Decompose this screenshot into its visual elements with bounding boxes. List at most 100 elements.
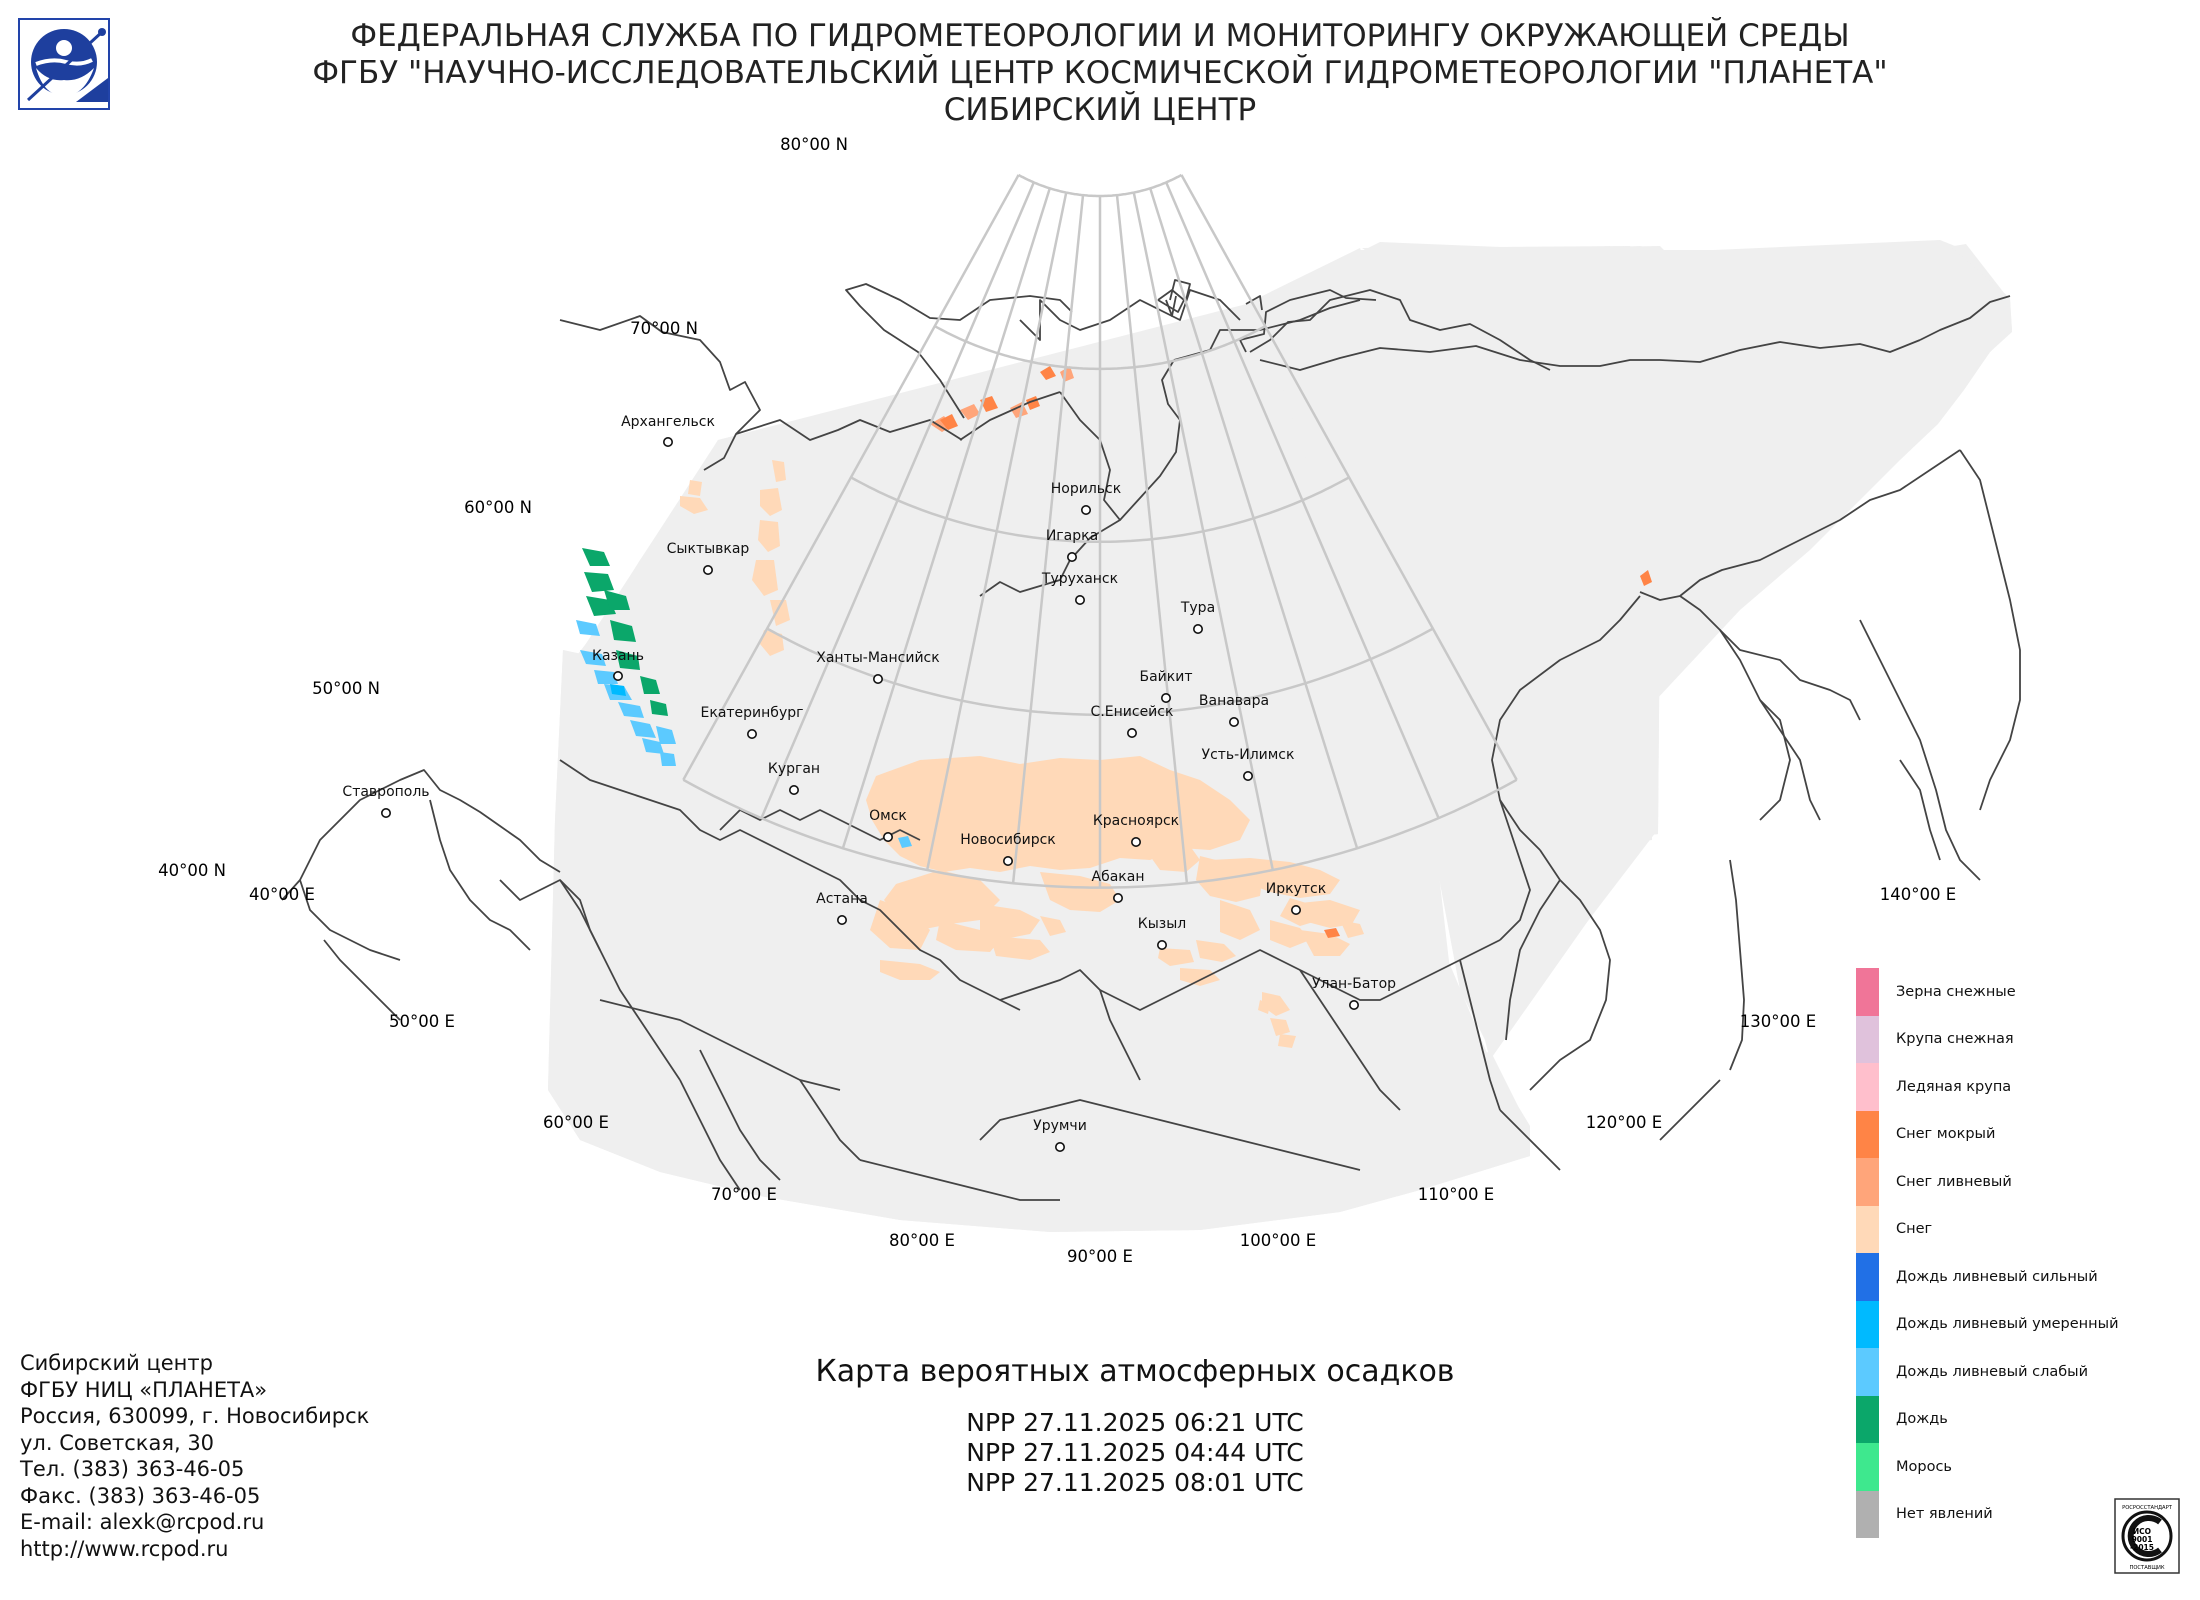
city-label: Казань: [592, 648, 644, 664]
city-marker: [836, 914, 847, 925]
graticule: [682, 173, 1518, 889]
meridian-line: [760, 181, 1035, 819]
legend-swatch: [1856, 1110, 1879, 1158]
meridian-line: [682, 174, 1020, 781]
meridian-line: [925, 192, 1068, 871]
precipitation-area: [1258, 1000, 1270, 1014]
precipitation-area: [758, 520, 780, 552]
precipitation-area: [1262, 992, 1290, 1016]
coastline-segment: [1499, 1109, 1561, 1171]
precipitation-area: [866, 756, 1250, 872]
header-line-2: ФГБУ "НАУЧНО-ИССЛЕДОВАТЕЛЬСКИЙ ЦЕНТР КОС…: [312, 55, 1888, 91]
coastline-segment: [1499, 799, 1531, 941]
legend-swatch: [1856, 1063, 1879, 1111]
iso-mid-text: ИСО 9001 -2015: [2130, 1527, 2154, 1552]
legend-label: Снег ливневый: [1896, 1173, 2012, 1190]
coastline-segment: [1505, 879, 1561, 1041]
longitude-label: 70°00 E: [711, 1185, 777, 1204]
city-label: Ставрополь: [342, 784, 429, 800]
legend-label: Дождь ливневый умеренный: [1896, 1316, 2119, 1333]
city-marker: [1055, 1142, 1066, 1153]
precipitation-areas: [576, 366, 1652, 1048]
coastline-segment: [1239, 289, 1377, 353]
legend-swatch: [1856, 1158, 1879, 1206]
legend-swatch: [1856, 1205, 1879, 1253]
satellite-coverage: [548, 240, 2012, 1232]
city-marker: [1075, 594, 1086, 605]
latitude-label: 60°00 N: [464, 498, 532, 517]
precipitation-area: [940, 414, 958, 430]
coastline-segment: [1899, 759, 1941, 861]
city-label: Иркутск: [1266, 881, 1326, 897]
coastline-segment: [699, 1049, 781, 1181]
latitude-label: 40°00 N: [158, 861, 226, 880]
precipitation-area: [642, 738, 664, 754]
city-markers: Архангельск Сыктывкар Казань Ханты-Мансийск…: [342, 414, 1396, 1153]
city-label: Байкит: [1140, 669, 1193, 685]
city-label: Новосибирск: [960, 832, 1055, 848]
precipitation-area: [582, 548, 610, 566]
coverage-east-low: [1420, 830, 1652, 1060]
latitude-label: 70°00 N: [630, 319, 698, 338]
coastline-segment: [323, 939, 401, 1021]
coastline-segment: [1099, 989, 1141, 1081]
city-marker: [702, 564, 713, 575]
precipitation-area: [1640, 570, 1652, 586]
city-label: Курган: [768, 761, 820, 777]
contact-org: Сибирский центр: [20, 1351, 213, 1375]
precipitation-area: [960, 404, 980, 420]
legend-item: Дождь: [1856, 1395, 2176, 1443]
city-label: Абакан: [1092, 869, 1145, 885]
precipitation-area: [1270, 920, 1310, 948]
iso-certification-badge: РОСРОССТАНДАРТ ИСО 9001 -2015 ПОСТАВЩИК: [2114, 1498, 2180, 1574]
legend-item: Крупа снежная: [1856, 1015, 2176, 1063]
precipitation-area: [688, 480, 702, 496]
legend-item: Зерна снежные: [1856, 968, 2176, 1016]
coastline-segment: [1165, 295, 1177, 317]
precipitation-area: [1300, 930, 1350, 956]
coastline-segment: [1259, 339, 1921, 371]
coastline-segment: [1529, 849, 1611, 1091]
precipitation-area: [880, 960, 940, 980]
precipitation-area: [1150, 840, 1200, 872]
meridian-line: [1165, 181, 1440, 819]
longitude-label: 40°00 E: [249, 885, 315, 904]
city-label: Тура: [1180, 600, 1215, 616]
meridian-line: [841, 187, 1051, 849]
legend-swatch: [1856, 1348, 1879, 1396]
meridian-line: [1149, 187, 1359, 849]
legend-item: Ледяная крупа: [1856, 1063, 2176, 1111]
precipitation-area: [616, 650, 640, 670]
precipitation-area: [1324, 928, 1340, 938]
meridian-line: [1132, 192, 1275, 871]
longitude-labels: 40°00 E 50°00 E 60°00 E 70°00 E 80°00 E 90°00…: [249, 885, 1956, 1266]
contact-email[interactable]: E-mail: alexk@rcpod.ru: [20, 1510, 265, 1534]
legend-item: Дождь ливневый сильный: [1856, 1253, 2176, 1301]
legend-label: Снег мокрый: [1896, 1126, 1996, 1143]
city-marker: [882, 831, 893, 842]
precipitation-area: [1210, 858, 1340, 898]
legend-label: Нет явлений: [1896, 1506, 1993, 1523]
coastline-segment: [1859, 619, 1981, 881]
city-label: Архангельск: [621, 414, 715, 430]
coastline-segment: [281, 769, 561, 901]
coastline-segment: [845, 283, 1073, 419]
roshydromet-logo: [18, 18, 110, 110]
city-label: Улан-Батор: [1312, 976, 1396, 992]
city-marker: [1243, 770, 1254, 781]
legend-item: Дождь ливневый умеренный: [1856, 1300, 2176, 1348]
coastline-segment: [1249, 289, 1551, 371]
latitude-label: 50°00 N: [312, 679, 380, 698]
legend-label: Ледяная крупа: [1896, 1078, 2012, 1095]
city-marker: [788, 784, 799, 795]
city-marker: [1127, 727, 1138, 738]
precipitation-area: [1340, 920, 1364, 938]
precipitation-area: [630, 720, 656, 738]
coastline-segment: [1719, 629, 1861, 721]
coastline-segment: [299, 879, 401, 961]
city-label: Усть-Илимск: [1202, 747, 1295, 763]
longitude-label: 140°00 E: [1880, 885, 1956, 904]
meridian-line: [1180, 174, 1518, 781]
city-marker: [1291, 904, 1302, 915]
contact-website[interactable]: http://www.rcpod.ru: [20, 1536, 229, 1561]
